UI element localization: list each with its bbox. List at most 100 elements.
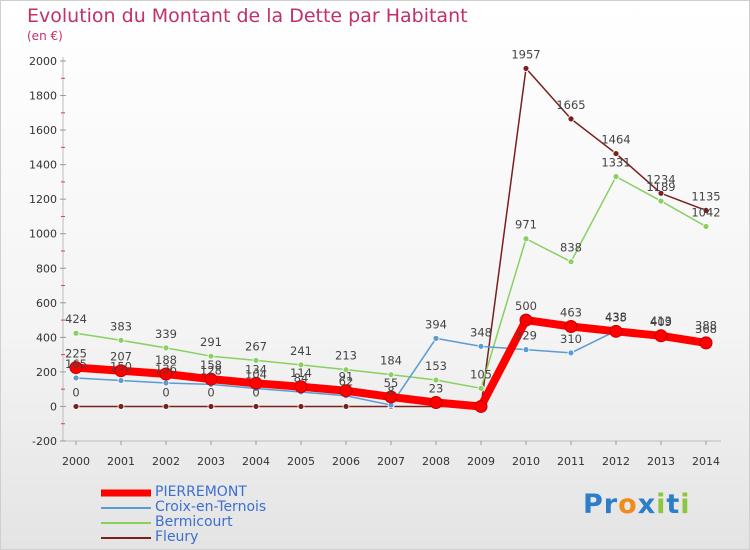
data-label: 188	[155, 353, 177, 367]
x-tick-label: 2008	[422, 455, 450, 468]
data-point	[249, 376, 263, 390]
x-tick-label: 2006	[332, 455, 360, 468]
legend-swatch	[101, 536, 151, 539]
data-point	[72, 329, 80, 337]
data-label: 500	[515, 299, 537, 313]
data-label: 435	[605, 310, 627, 324]
data-point	[702, 207, 710, 214]
legend-swatch	[101, 521, 151, 524]
brand-letter: P	[583, 489, 604, 520]
y-tick-label: 600	[36, 297, 57, 310]
brand-letter: x	[637, 489, 657, 520]
data-label: 207	[110, 350, 132, 364]
data-point	[252, 356, 260, 364]
data-point	[384, 390, 398, 404]
data-label: 0	[207, 385, 214, 399]
data-label: 134	[245, 362, 267, 376]
x-tick-label: 2010	[512, 455, 540, 468]
data-point	[387, 371, 395, 379]
legend-label: Fleury	[155, 529, 199, 545]
y-tick-label: 1600	[29, 124, 57, 137]
chart-unit-label: (en €)	[27, 29, 63, 43]
legend-label: Croix-en-Ternois	[155, 499, 267, 515]
data-label: 971	[515, 218, 537, 232]
data-point	[702, 223, 710, 230]
x-tick-label: 2000	[62, 455, 90, 468]
data-label: 463	[560, 305, 582, 319]
brand-letter: r	[603, 489, 619, 520]
data-label: 438	[605, 310, 627, 324]
data-point	[519, 313, 533, 327]
data-label: 368	[695, 322, 717, 336]
data-point	[474, 399, 488, 413]
data-point	[522, 65, 530, 72]
data-point	[294, 380, 308, 394]
data-label: 388	[695, 318, 717, 332]
data-label: 153	[425, 359, 447, 373]
chart-title: Evolution du Montant de la Dette par Hab…	[27, 5, 468, 27]
x-tick-label: 2009	[467, 455, 495, 468]
y-tick-label: 1000	[29, 228, 57, 241]
data-label: 1957	[511, 47, 540, 61]
data-label: 184	[380, 354, 402, 368]
data-label: 838	[560, 241, 582, 255]
data-label: 105	[470, 367, 492, 381]
brand-letter: o	[618, 489, 638, 520]
data-label: 329	[515, 329, 537, 343]
data-label: 165	[65, 357, 87, 371]
data-label: 394	[425, 317, 447, 331]
data-point	[699, 336, 713, 350]
data-point	[159, 367, 173, 381]
data-point	[522, 235, 530, 243]
data-label: 424	[65, 312, 87, 326]
x-tick-label: 2001	[107, 455, 135, 468]
y-tick-label: -200	[32, 435, 57, 448]
x-tick-label: 2003	[197, 455, 225, 468]
data-point	[564, 319, 578, 333]
data-label: 1189	[646, 180, 675, 194]
data-label: 339	[155, 327, 177, 341]
data-point	[72, 403, 80, 410]
data-point	[207, 403, 215, 410]
data-point	[477, 342, 485, 350]
y-tick-label: 1200	[29, 193, 57, 206]
data-point	[117, 377, 125, 384]
data-point	[339, 384, 353, 398]
brand-letter: i	[656, 489, 667, 520]
data-point	[252, 403, 260, 410]
data-label: 291	[200, 335, 222, 349]
data-point	[654, 329, 668, 343]
data-point	[114, 364, 128, 378]
data-label: 1331	[601, 156, 630, 170]
x-tick-label: 2004	[242, 455, 270, 468]
x-tick-label: 2012	[602, 455, 630, 468]
data-point	[69, 361, 83, 375]
y-tick-label: 400	[36, 331, 57, 344]
data-label: 23	[429, 381, 444, 395]
data-label: 1135	[691, 189, 720, 203]
data-point	[567, 115, 575, 123]
legend-label: Bermicourt	[155, 514, 233, 530]
data-point	[612, 150, 620, 157]
x-tick-label: 2014	[692, 455, 720, 468]
data-label: 128	[200, 363, 222, 377]
legend-label: PIERREMONT	[155, 484, 247, 500]
data-label: 62	[339, 375, 354, 389]
brand-letter: t	[666, 489, 681, 520]
data-point	[567, 349, 575, 357]
data-label: 348	[470, 325, 492, 339]
data-label: 84	[294, 371, 309, 385]
y-tick-label: 200	[36, 366, 57, 379]
data-point	[612, 173, 620, 180]
data-point	[204, 372, 218, 386]
data-label: 0	[72, 385, 79, 399]
data-point	[297, 361, 305, 369]
data-label: 1042	[691, 205, 720, 219]
data-point	[657, 197, 665, 205]
data-point	[657, 189, 665, 197]
data-label: 225	[65, 347, 87, 361]
data-label: 114	[290, 366, 312, 380]
x-tick-label: 2013	[647, 455, 675, 468]
x-tick-label: 2007	[377, 455, 405, 468]
